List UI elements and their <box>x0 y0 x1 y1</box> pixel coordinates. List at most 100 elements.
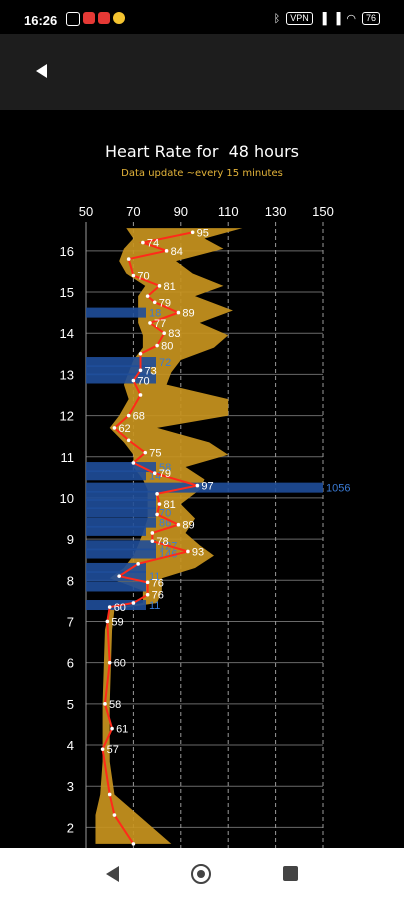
y-tick-label: 3 <box>67 779 74 794</box>
heart-rate-label: 83 <box>168 328 180 340</box>
heart-rate-point <box>141 240 145 245</box>
back-arrow-icon[interactable] <box>36 64 47 78</box>
wifi-icon: ◠ <box>346 13 356 25</box>
heart-rate-label: 68 <box>133 411 145 423</box>
heart-rate-label: 76 <box>152 577 164 589</box>
activity-bar <box>86 482 323 493</box>
activity-bar <box>86 365 151 376</box>
heart-rate-chart: 50 70 90 110 130 1502345678910111213141516187… <box>60 204 350 848</box>
y-tick-label: 4 <box>67 738 74 753</box>
heart-rate-point <box>110 726 114 731</box>
heart-rate-line <box>101 231 198 845</box>
app-notification-icon <box>83 12 95 24</box>
heart-rate-point <box>131 601 136 605</box>
activity-bar <box>86 490 156 501</box>
app-notification-icon <box>98 12 110 24</box>
activity-bar-label: 18 <box>149 308 161 320</box>
activity-bar <box>86 581 146 592</box>
activity-bar <box>86 307 146 318</box>
heart-rate-label: 62 <box>118 423 130 435</box>
screenshot-icon <box>66 12 80 26</box>
navigation-bar <box>0 848 404 900</box>
heart-rate-label: 60 <box>114 658 126 670</box>
heart-rate-point <box>105 619 110 624</box>
activity-bar <box>86 462 156 473</box>
heart-rate-point <box>150 539 155 543</box>
app-bar <box>0 34 404 110</box>
status-notification-icons <box>66 12 125 26</box>
vpn-icon: VPN <box>286 12 313 25</box>
heart-rate-point <box>164 249 169 253</box>
heart-rate-point <box>155 512 159 517</box>
heart-rate-point <box>126 438 131 443</box>
heart-rate-point <box>138 368 143 373</box>
y-tick-label: 9 <box>67 532 74 547</box>
heart-rate-label: 70 <box>137 376 149 388</box>
heart-rate-point <box>157 502 162 506</box>
heart-rate-point <box>186 549 190 554</box>
heart-rate-label: 60 <box>114 602 126 614</box>
nav-back-icon[interactable] <box>106 866 119 882</box>
nav-recents-icon[interactable] <box>283 866 298 881</box>
heart-rate-point <box>155 492 159 496</box>
x-tick-label: 70 <box>126 204 140 219</box>
heart-rate-label: 57 <box>107 744 119 756</box>
y-tick-label: 11 <box>61 450 75 465</box>
y-tick-label: 14 <box>60 326 74 341</box>
activity-bar-label: 11 <box>149 571 160 583</box>
heart-rate-point <box>117 574 121 578</box>
heart-rate-point <box>112 813 117 817</box>
heart-rate-label: 61 <box>116 724 128 736</box>
heart-rate-point <box>176 522 181 527</box>
activity-bar <box>86 499 156 510</box>
heart-rate-label: 75 <box>149 448 161 460</box>
heart-rate-label: 80 <box>161 341 173 353</box>
activity-bar-label: 72 <box>159 357 171 369</box>
activity-bar <box>86 562 146 573</box>
y-tick-label: 15 <box>60 285 74 300</box>
heart-rate-point <box>136 562 140 566</box>
activity-bar <box>86 470 146 481</box>
heart-rate-label: 78 <box>156 536 168 548</box>
heart-rate-point <box>148 321 152 325</box>
activity-bar-label: 58 <box>159 462 171 474</box>
activity-bar <box>86 357 156 368</box>
heart-rate-point <box>107 792 112 797</box>
heart-rate-point <box>103 702 107 706</box>
heart-rate-point <box>155 343 159 348</box>
heart-rate-label: 93 <box>192 546 204 558</box>
heart-rate-point <box>138 393 143 397</box>
x-tick-label: 130 <box>265 204 287 219</box>
heart-rate-point <box>131 273 136 278</box>
heart-rate-point <box>107 660 112 665</box>
heart-rate-label: 79 <box>159 297 171 309</box>
nav-home-icon[interactable] <box>191 864 211 884</box>
heart-rate-point <box>190 230 195 235</box>
heart-rate-point <box>131 842 136 846</box>
activity-bar <box>86 571 146 582</box>
heart-rate-point <box>131 461 136 465</box>
battery-indicator: 76 <box>361 12 380 25</box>
heart-rate-point <box>126 257 131 261</box>
y-tick-label: 8 <box>67 573 74 588</box>
activity-bar <box>86 507 156 518</box>
heart-rate-point <box>126 413 131 418</box>
heart-rate-point <box>138 351 143 356</box>
app-notification-icon <box>113 12 125 24</box>
signal-icon: ▐ <box>332 12 341 25</box>
y-tick-label: 13 <box>60 367 74 382</box>
activity-bar <box>86 525 146 536</box>
heart-rate-point <box>145 592 150 597</box>
heart-rate-label: 84 <box>171 246 183 258</box>
heart-rate-point <box>162 331 167 335</box>
y-tick-label: 6 <box>67 656 74 671</box>
status-time: 16:26 <box>24 13 58 28</box>
heart-rate-point <box>150 531 155 535</box>
heart-rate-point <box>152 300 157 305</box>
bluetooth-icon: ᛒ <box>273 12 281 25</box>
x-tick-label: 90 <box>174 204 188 219</box>
y-tick-label: 7 <box>67 614 74 629</box>
chart-subtitle: Data update ~every 15 minutes <box>121 168 283 179</box>
activity-bar-label: 11 <box>149 600 160 612</box>
heart-rate-label: 79 <box>159 468 171 480</box>
